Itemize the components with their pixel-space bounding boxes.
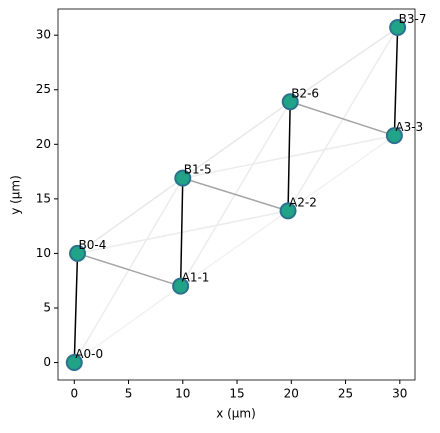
y-axis-label: y (µm) [9,175,23,215]
y-tick-label: 25 [36,82,51,96]
plot-frame [57,8,416,381]
node-label: B1-5 [184,163,212,177]
y-tick-label: 5 [43,300,51,314]
x-tick-label: 0 [70,387,78,401]
edge [182,101,291,179]
node-label: A1-1 [182,271,210,285]
edge [289,26,399,103]
edge [77,177,184,255]
node [174,169,192,187]
edge [77,252,181,287]
edge [77,210,289,255]
node-label: A3-3 [395,120,423,134]
edge [73,285,182,364]
y-tick-label: 0 [43,355,51,369]
node-label: A2-2 [289,195,317,209]
edge [393,27,399,136]
y-tick-label: 15 [36,191,51,205]
x-tick-label: 25 [338,387,353,401]
node-label: B2-6 [291,86,319,100]
y-tick-label: 20 [36,137,51,151]
x-axis-label: x (µm) [216,407,256,421]
edge [287,101,291,211]
node [385,127,403,145]
x-tick-label: 30 [392,387,407,401]
y-tick-label: 10 [36,246,51,260]
x-tick-label: 20 [284,387,299,401]
node [279,202,297,220]
node-label: B3-7 [399,12,427,26]
edge [180,210,289,287]
node [69,244,87,262]
x-tick-label: 5 [125,387,133,401]
node [389,19,407,37]
x-tick-label: 10 [175,387,190,401]
node-label: A0-0 [75,347,103,361]
node [281,93,299,111]
edge [182,177,289,212]
node-label: B0-4 [79,238,107,252]
node [172,277,190,295]
node [65,354,83,372]
edge [179,178,184,287]
edge [289,101,395,137]
y-tick-label: 30 [36,28,51,42]
edge [73,253,79,363]
edge [287,134,395,212]
x-tick-label: 15 [229,387,244,401]
